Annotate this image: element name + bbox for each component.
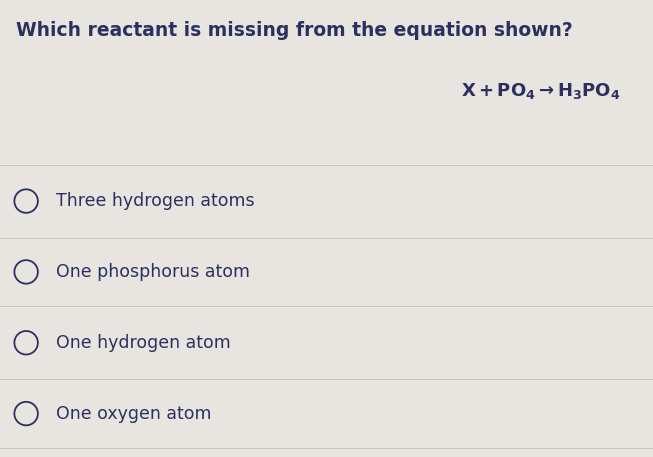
Text: $\mathbf{X + PO_4 \rightarrow H_3PO_4}$: $\mathbf{X + PO_4 \rightarrow H_3PO_4}$: [461, 81, 620, 101]
Text: Three hydrogen atoms: Three hydrogen atoms: [56, 192, 254, 210]
Text: One hydrogen atom: One hydrogen atom: [56, 334, 231, 352]
Text: Which reactant is missing from the equation shown?: Which reactant is missing from the equat…: [16, 21, 573, 40]
Text: One phosphorus atom: One phosphorus atom: [56, 263, 249, 281]
Text: One oxygen atom: One oxygen atom: [56, 404, 211, 423]
